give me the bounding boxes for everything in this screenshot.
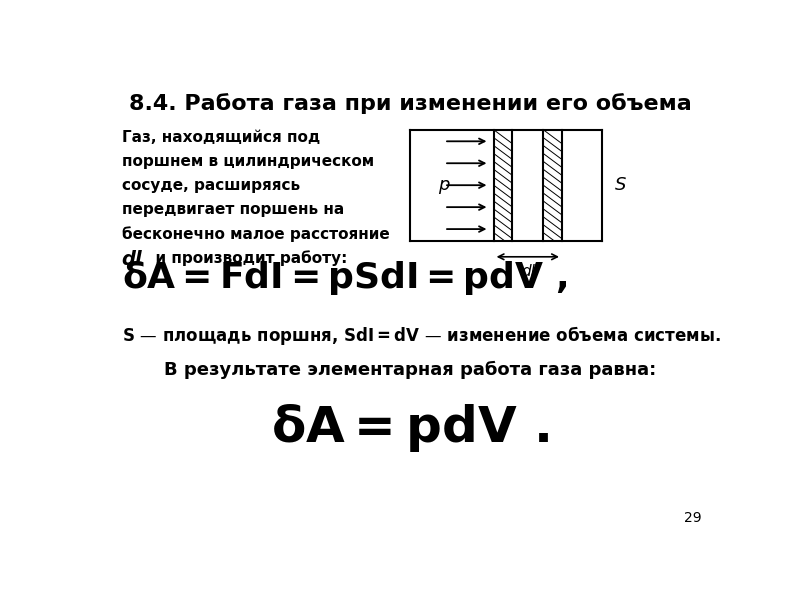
Text: p: p	[438, 176, 450, 194]
Text: передвигает поршень на: передвигает поршень на	[122, 202, 344, 217]
Text: В результате элементарная работа газа равна:: В результате элементарная работа газа ра…	[164, 361, 656, 379]
Text: сосуде, расширяясь: сосуде, расширяясь	[122, 178, 300, 193]
Text: $\mathbf{\delta A = FdI = pSdI = pdV}$ $\mathbf{,}$: $\mathbf{\delta A = FdI = pSdI = pdV}$ $…	[122, 259, 567, 297]
Text: 8.4. Работа газа при изменении его объема: 8.4. Работа газа при изменении его объем…	[129, 93, 691, 114]
Text: $\mathbf{S}$ $\mathbf{—}$ площадь поршня, $\mathbf{SdI{=}dV}$ $\mathbf{—}$ измен: $\mathbf{S}$ $\mathbf{—}$ площадь поршня…	[122, 324, 721, 347]
Text: S: S	[615, 176, 626, 194]
Text: Газ, находящийся под: Газ, находящийся под	[122, 130, 320, 145]
Bar	[543, 130, 562, 241]
Text: dl: dl	[122, 250, 142, 269]
Text: и производит работу:: и производит работу:	[146, 250, 348, 266]
Text: dl: dl	[521, 264, 534, 279]
Text: 29: 29	[684, 511, 702, 525]
Text: $\mathbf{\delta A = pdV}$ $\mathbf{.}$: $\mathbf{\delta A = pdV}$ $\mathbf{.}$	[271, 403, 549, 454]
Text: бесконечно малое расстояние: бесконечно малое расстояние	[122, 226, 390, 242]
Text: поршнем в цилиндрическом: поршнем в цилиндрическом	[122, 154, 374, 169]
Bar	[494, 130, 512, 241]
